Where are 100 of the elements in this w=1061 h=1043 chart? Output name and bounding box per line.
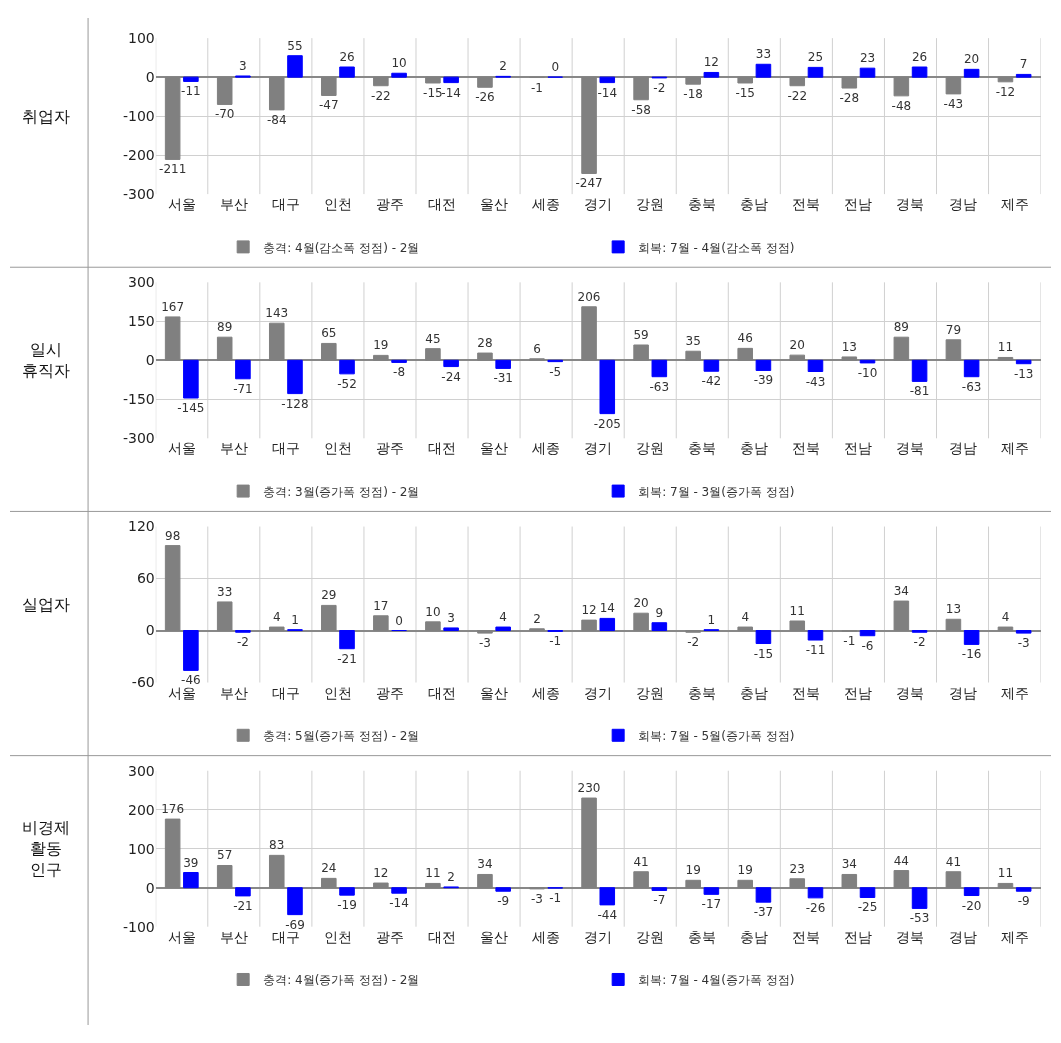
y-tick-label: 120 bbox=[128, 518, 155, 535]
bar bbox=[287, 55, 303, 78]
data-label: 0 bbox=[395, 613, 403, 628]
x-tick-label: 부산 bbox=[219, 684, 248, 701]
data-label: 230 bbox=[577, 781, 601, 796]
x-tick-label: 강원 bbox=[636, 196, 665, 213]
data-label: -9 bbox=[1017, 894, 1030, 909]
y-axis-title: 취업자 bbox=[22, 107, 70, 126]
data-label: 11 bbox=[997, 866, 1014, 881]
bar bbox=[1015, 359, 1032, 365]
x-tick-label: 대구 bbox=[271, 440, 300, 457]
data-label: -14 bbox=[441, 85, 461, 100]
bar bbox=[495, 887, 511, 892]
bar bbox=[599, 76, 616, 84]
bar bbox=[443, 359, 459, 368]
x-tick-label: 경기 bbox=[584, 440, 613, 457]
x-tick-label: 전북 bbox=[792, 684, 821, 701]
y-tick-label: 300 bbox=[128, 762, 155, 779]
data-label: 23 bbox=[859, 51, 876, 66]
data-label: 23 bbox=[789, 861, 805, 876]
x-tick-label: 경북 bbox=[896, 928, 925, 945]
data-label: 44 bbox=[893, 853, 909, 868]
data-label: -71 bbox=[233, 381, 253, 396]
bar bbox=[183, 630, 199, 671]
data-label: 4 bbox=[1001, 610, 1010, 625]
x-tick-label: 경남 bbox=[948, 928, 977, 945]
x-tick-label: 강원 bbox=[636, 928, 665, 945]
y-tick-label: 0 bbox=[145, 879, 155, 896]
data-label: 176 bbox=[161, 802, 185, 817]
y-tick-label: 150 bbox=[128, 313, 155, 330]
data-label: 29 bbox=[321, 588, 337, 603]
x-tick-label: 제주 bbox=[1000, 928, 1029, 945]
data-label: 35 bbox=[685, 334, 701, 349]
y-tick-label: -100 bbox=[122, 918, 155, 935]
x-tick-label: 강원 bbox=[636, 684, 665, 701]
data-label: -5 bbox=[549, 364, 562, 379]
data-label: 79 bbox=[945, 322, 962, 337]
bar bbox=[963, 887, 980, 897]
data-label: 11 bbox=[789, 603, 805, 618]
y-tick-label: -300 bbox=[122, 186, 155, 203]
data-label: -42 bbox=[701, 374, 722, 389]
data-label: -22 bbox=[787, 88, 808, 103]
legend-label: 충격: 3월(증가폭 정점) - 2월 bbox=[263, 484, 420, 499]
y-tick-label: 0 bbox=[145, 69, 155, 86]
data-label: 41 bbox=[945, 854, 962, 869]
data-label: 41 bbox=[633, 854, 649, 869]
bar bbox=[339, 630, 355, 650]
x-tick-label: 전남 bbox=[844, 684, 873, 701]
data-label: -26 bbox=[805, 900, 826, 915]
bar bbox=[391, 887, 407, 894]
x-tick-label: 경기 bbox=[584, 684, 613, 701]
data-label: -2 bbox=[687, 635, 700, 650]
x-tick-label: 대구 bbox=[271, 684, 300, 701]
x-tick-label: 광주 bbox=[375, 196, 404, 213]
legend-label: 회복: 7월 - 4월(감소폭 정점) bbox=[638, 240, 795, 255]
data-label: -3 bbox=[478, 636, 491, 651]
data-label: -63 bbox=[961, 379, 982, 394]
x-tick-label: 광주 bbox=[375, 684, 404, 701]
x-tick-label: 강원 bbox=[636, 440, 665, 457]
data-label: 26 bbox=[339, 50, 355, 64]
data-label: -14 bbox=[389, 896, 409, 911]
data-label: 7 bbox=[1019, 57, 1028, 72]
y-tick-label: -60 bbox=[131, 674, 155, 691]
data-label: 89 bbox=[217, 320, 233, 335]
x-tick-label: 제주 bbox=[1000, 440, 1029, 457]
x-tick-label: 경기 bbox=[584, 196, 613, 213]
y-axis-title: 일시 휴직자 bbox=[22, 340, 70, 380]
data-label: -205 bbox=[593, 416, 621, 431]
bar bbox=[1015, 630, 1032, 634]
x-tick-label: 서울 bbox=[167, 928, 196, 945]
y-tick-label: 0 bbox=[145, 352, 155, 369]
legend-label: 회복: 7월 - 3월(증가폭 정점) bbox=[638, 484, 795, 499]
x-tick-label: 경북 bbox=[896, 440, 925, 457]
x-tick-label: 충남 bbox=[740, 684, 769, 701]
bar bbox=[807, 66, 824, 78]
legend-label: 회복: 7월 - 5월(증가폭 정점) bbox=[638, 728, 795, 743]
x-tick-label: 광주 bbox=[375, 440, 404, 457]
x-tick-label: 울산 bbox=[480, 684, 509, 701]
x-tick-label: 전북 bbox=[792, 196, 821, 213]
data-label: 10 bbox=[391, 56, 407, 71]
data-label: -43 bbox=[943, 96, 964, 111]
data-label: -26 bbox=[475, 90, 495, 105]
data-label: 3 bbox=[447, 610, 455, 625]
bar bbox=[599, 887, 616, 906]
y-tick-label: 0 bbox=[145, 622, 155, 639]
data-label: -128 bbox=[281, 396, 309, 411]
data-label: -2 bbox=[913, 635, 926, 650]
bar bbox=[911, 359, 928, 382]
bar bbox=[599, 617, 616, 632]
data-label: -1 bbox=[549, 891, 562, 906]
data-label: -1 bbox=[549, 634, 562, 649]
data-label: 14 bbox=[599, 601, 615, 616]
data-label: 57 bbox=[217, 848, 233, 863]
x-tick-label: 대전 bbox=[428, 196, 457, 213]
x-tick-label: 경북 bbox=[896, 196, 925, 213]
x-tick-label: 부산 bbox=[219, 928, 248, 945]
x-tick-label: 세종 bbox=[532, 684, 561, 701]
bar bbox=[391, 72, 407, 78]
bar bbox=[963, 630, 980, 645]
data-label: -10 bbox=[857, 365, 878, 380]
